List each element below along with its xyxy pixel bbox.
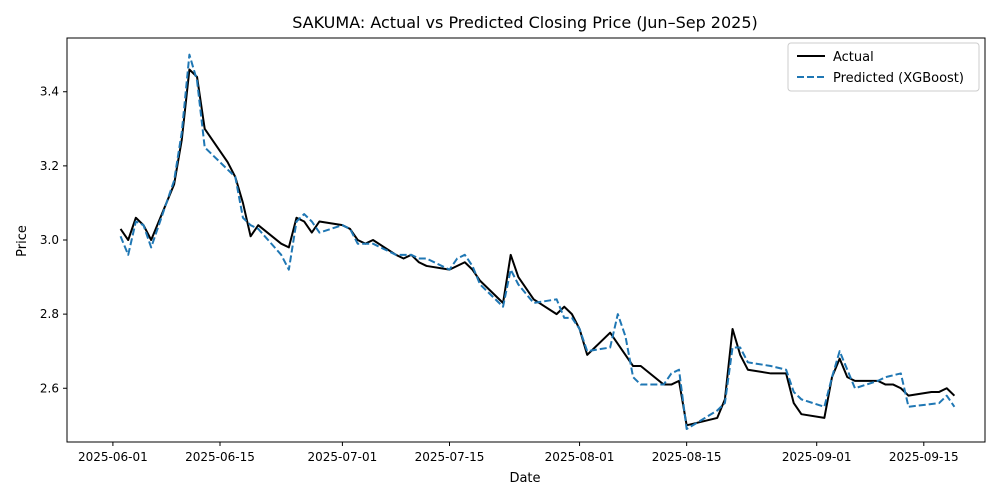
x-tick-label: 2025-08-01 — [545, 450, 615, 464]
x-tick-label: 2025-06-15 — [185, 450, 255, 464]
series-line-predicted — [119, 53, 956, 431]
chart-title: SAKUMA: Actual vs Predicted Closing Pric… — [292, 13, 758, 32]
y-tick-label: 3.0 — [40, 233, 59, 247]
series-layer — [119, 53, 956, 431]
x-axis: 2025-06-01 2025-06-15 2025-07-01 2025-07-15… — [78, 442, 959, 464]
x-axis-label: Date — [509, 471, 540, 486]
legend: Actual Predicted (XGBoost) — [787, 42, 980, 92]
y-axis-label: Price — [15, 225, 30, 257]
series-line-actual — [119, 68, 956, 427]
y-tick-label: 2.8 — [40, 307, 59, 321]
plot-frame — [66, 37, 986, 443]
legend-label-predicted: Predicted (XGBoost) — [833, 71, 964, 86]
y-tick-label: 2.6 — [40, 381, 59, 395]
x-tick-label: 2025-07-01 — [308, 450, 378, 464]
legend-label-actual: Actual — [833, 50, 874, 65]
y-tick-label: 3.2 — [40, 159, 59, 173]
x-tick-label: 2025-08-15 — [652, 450, 722, 464]
x-tick-label: 2025-06-01 — [78, 450, 148, 464]
y-axis: 2.6 2.8 3.0 3.2 3.4 — [40, 85, 67, 395]
x-tick-label: 2025-09-15 — [889, 450, 959, 464]
y-tick-label: 3.4 — [40, 85, 59, 99]
x-tick-label: 2025-07-15 — [415, 450, 485, 464]
x-tick-label: 2025-09-01 — [782, 450, 852, 464]
legend-frame — [787, 42, 980, 92]
plot-area — [66, 37, 986, 443]
